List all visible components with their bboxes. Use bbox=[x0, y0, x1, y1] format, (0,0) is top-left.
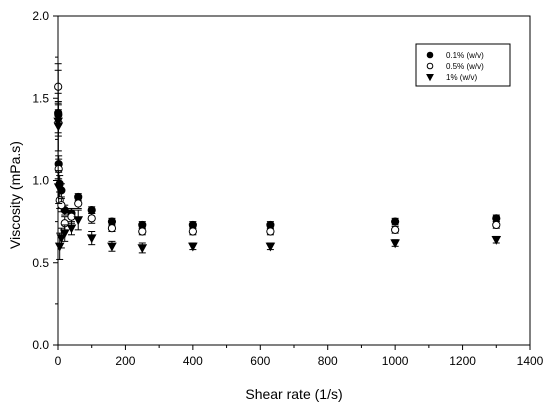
data-point bbox=[107, 224, 117, 233]
data-point bbox=[87, 214, 96, 223]
x-tick-label: 1200 bbox=[449, 354, 476, 368]
y-tick-label: 2.0 bbox=[32, 9, 49, 23]
data-point bbox=[391, 225, 400, 234]
data-point bbox=[138, 227, 147, 236]
x-tick-label: 800 bbox=[318, 354, 338, 368]
data-point bbox=[86, 234, 97, 244]
data-point bbox=[107, 242, 117, 252]
y-axis-label: Viscosity (mPa.s) bbox=[7, 141, 23, 249]
data-point bbox=[492, 220, 501, 230]
data-point bbox=[137, 244, 148, 254]
y-tick-label: 1.5 bbox=[32, 91, 49, 105]
x-tick-label: 400 bbox=[183, 354, 203, 368]
x-tick-label: 600 bbox=[250, 354, 270, 368]
x-tick-label: 1000 bbox=[382, 354, 409, 368]
legend-label: 1% (w/v) bbox=[446, 73, 477, 82]
x-axis-ticks: 0 200 400 600 800 1000 1200 1400 bbox=[55, 345, 544, 368]
data-point bbox=[53, 122, 64, 132]
legend-marker bbox=[426, 51, 434, 59]
data-point bbox=[491, 236, 502, 245]
data-point bbox=[188, 227, 197, 236]
y-tick-label: 0.5 bbox=[32, 256, 49, 270]
data-point bbox=[54, 242, 65, 252]
data-point bbox=[188, 242, 198, 252]
y-axis-ticks: 0.0 0.5 1.0 1.5 2.0 bbox=[32, 9, 58, 352]
y-tick-label: 1.0 bbox=[32, 174, 49, 188]
x-tick-label: 200 bbox=[115, 354, 135, 368]
data-point bbox=[53, 183, 64, 193]
legend: 0.1% (w/v) 0.5% (w/v) 1% (w/v) bbox=[415, 43, 511, 87]
legend-marker bbox=[426, 74, 434, 82]
x-tick-label: 0 bbox=[55, 354, 62, 368]
data-point bbox=[391, 217, 400, 226]
data-layer bbox=[53, 63, 502, 260]
legend-label: 0.5% (w/v) bbox=[446, 62, 484, 71]
data-point bbox=[87, 206, 96, 215]
data-point bbox=[59, 229, 70, 239]
series-2 bbox=[54, 69, 501, 236]
legend-label: 0.1% (w/v) bbox=[446, 51, 484, 60]
data-point bbox=[266, 227, 275, 236]
y-tick-label: 0.0 bbox=[32, 338, 49, 352]
x-axis-label: Shear rate (1/s) bbox=[245, 386, 342, 402]
series-3 bbox=[53, 63, 502, 260]
data-point bbox=[66, 224, 77, 234]
x-tick-label: 1400 bbox=[517, 354, 544, 368]
series-1 bbox=[54, 92, 501, 230]
data-point bbox=[265, 242, 276, 252]
legend-marker bbox=[426, 62, 434, 70]
data-point bbox=[56, 234, 67, 244]
data-point bbox=[390, 239, 400, 249]
data-point bbox=[73, 216, 84, 226]
data-point bbox=[74, 199, 83, 208]
